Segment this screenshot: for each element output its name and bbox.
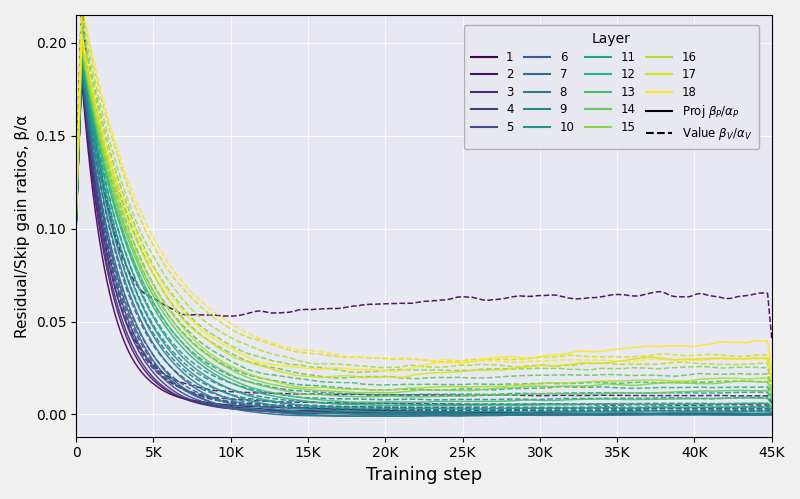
Y-axis label: Residual/Skip gain ratios, β/α: Residual/Skip gain ratios, β/α <box>15 114 30 337</box>
X-axis label: Training step: Training step <box>366 466 482 484</box>
Legend: 1, 2, 3, 4, 5, 6, 7, 8, 9, 10, 11, 12, 13, 14, 15, 16, 17, 18, Proj $\beta_P/\al: 1, 2, 3, 4, 5, 6, 7, 8, 9, 10, 11, 12, 1… <box>463 25 759 149</box>
